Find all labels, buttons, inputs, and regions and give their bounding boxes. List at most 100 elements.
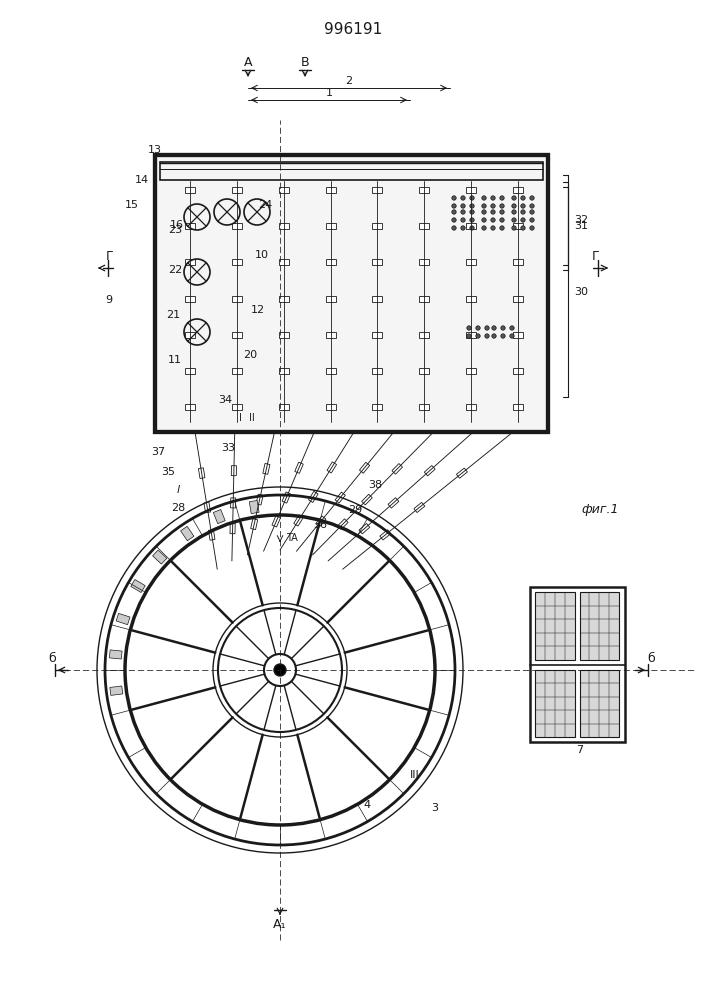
Circle shape xyxy=(461,204,465,208)
Text: 23: 23 xyxy=(168,225,182,235)
Circle shape xyxy=(512,218,516,222)
Text: 16: 16 xyxy=(170,220,184,230)
Text: l: l xyxy=(177,485,180,495)
Bar xyxy=(185,368,195,374)
Bar xyxy=(513,259,523,265)
Bar xyxy=(373,404,382,410)
Circle shape xyxy=(452,204,456,208)
Circle shape xyxy=(467,334,471,338)
Circle shape xyxy=(521,196,525,200)
Text: 9: 9 xyxy=(105,295,112,305)
Polygon shape xyxy=(388,498,399,508)
Circle shape xyxy=(476,334,480,338)
Bar xyxy=(279,368,288,374)
Polygon shape xyxy=(153,550,167,564)
Bar xyxy=(373,296,382,302)
Bar xyxy=(155,155,548,432)
Bar xyxy=(419,296,429,302)
Text: 20: 20 xyxy=(243,350,257,360)
Text: 15: 15 xyxy=(125,200,139,210)
Polygon shape xyxy=(110,650,122,659)
Circle shape xyxy=(512,204,516,208)
Bar xyxy=(419,187,429,193)
Circle shape xyxy=(530,204,534,208)
Circle shape xyxy=(485,334,489,338)
Circle shape xyxy=(521,204,525,208)
Circle shape xyxy=(501,334,506,338)
Circle shape xyxy=(461,226,465,230)
Circle shape xyxy=(492,334,496,338)
Circle shape xyxy=(510,326,514,330)
Text: B: B xyxy=(300,55,310,68)
Bar xyxy=(160,162,543,180)
Polygon shape xyxy=(380,530,391,540)
Polygon shape xyxy=(256,494,263,505)
Bar xyxy=(466,223,476,229)
Text: 33: 33 xyxy=(221,443,235,453)
Circle shape xyxy=(452,210,456,214)
Text: 22: 22 xyxy=(168,265,182,275)
Circle shape xyxy=(469,226,474,230)
Circle shape xyxy=(481,218,486,222)
Circle shape xyxy=(485,326,489,330)
Polygon shape xyxy=(251,519,258,530)
Polygon shape xyxy=(293,515,303,526)
Circle shape xyxy=(476,326,480,330)
Text: 10: 10 xyxy=(255,250,269,260)
Text: фиг.1: фиг.1 xyxy=(581,504,619,516)
Circle shape xyxy=(491,226,495,230)
Bar xyxy=(185,332,195,338)
Polygon shape xyxy=(414,502,425,513)
Circle shape xyxy=(501,326,506,330)
Bar xyxy=(185,187,195,193)
Circle shape xyxy=(500,226,504,230)
Text: 38: 38 xyxy=(368,480,382,490)
Bar xyxy=(466,404,476,410)
Circle shape xyxy=(274,664,286,676)
Bar xyxy=(232,259,242,265)
Polygon shape xyxy=(282,492,291,503)
Circle shape xyxy=(510,334,514,338)
Text: A₁: A₁ xyxy=(273,918,287,932)
Bar xyxy=(419,368,429,374)
Polygon shape xyxy=(359,523,370,534)
Text: 34: 34 xyxy=(218,395,232,405)
Bar xyxy=(232,223,242,229)
Polygon shape xyxy=(199,468,205,478)
Text: 13: 13 xyxy=(148,145,162,155)
Circle shape xyxy=(481,210,486,214)
Polygon shape xyxy=(359,462,370,473)
Bar xyxy=(325,368,336,374)
Text: 31: 31 xyxy=(574,221,588,231)
Bar xyxy=(232,368,242,374)
Bar xyxy=(513,404,523,410)
Polygon shape xyxy=(337,519,348,529)
Bar xyxy=(373,187,382,193)
Text: 36: 36 xyxy=(313,520,327,530)
Circle shape xyxy=(521,218,525,222)
Text: II: II xyxy=(249,413,255,423)
Bar xyxy=(232,332,242,338)
Bar xyxy=(513,223,523,229)
Text: A: A xyxy=(244,55,252,68)
Circle shape xyxy=(452,196,456,200)
Polygon shape xyxy=(131,580,145,593)
Polygon shape xyxy=(457,468,467,478)
Text: 14: 14 xyxy=(135,175,149,185)
Polygon shape xyxy=(308,491,318,502)
Circle shape xyxy=(491,210,495,214)
Text: 3: 3 xyxy=(431,803,438,813)
Bar xyxy=(155,155,548,432)
Bar xyxy=(325,259,336,265)
Bar xyxy=(419,332,429,338)
Circle shape xyxy=(512,196,516,200)
Text: б: б xyxy=(48,652,56,664)
Bar xyxy=(580,670,619,737)
Circle shape xyxy=(492,326,496,330)
Bar xyxy=(373,223,382,229)
Text: 32: 32 xyxy=(574,215,588,225)
Text: 2: 2 xyxy=(346,76,353,86)
Bar xyxy=(185,259,195,265)
Circle shape xyxy=(491,204,495,208)
Polygon shape xyxy=(116,613,130,625)
